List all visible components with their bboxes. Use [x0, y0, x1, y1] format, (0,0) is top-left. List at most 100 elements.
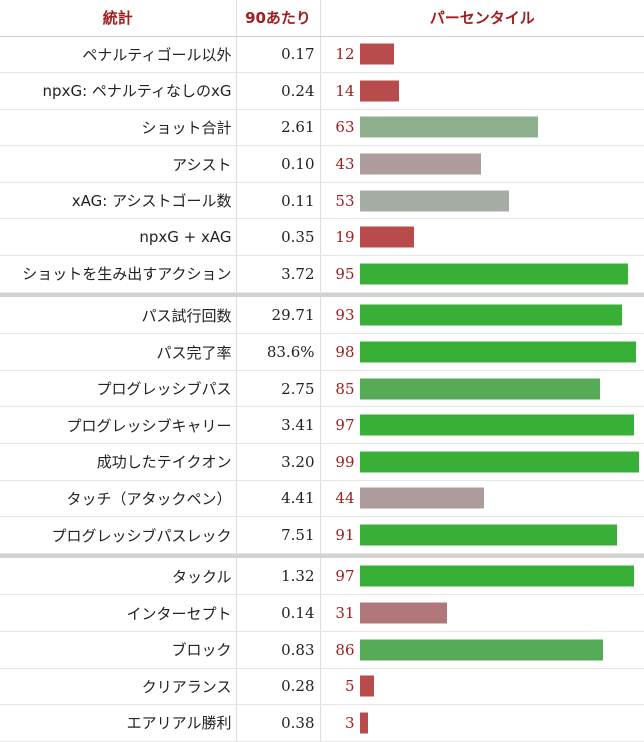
per90-value: 0.28 — [235, 668, 321, 706]
percentile-cell: 99 — [320, 443, 644, 481]
table-row: パス完了率 83.6% 98 — [0, 333, 644, 371]
stat-name[interactable]: クリアランス — [0, 668, 236, 706]
per90-value: 83.6% — [235, 333, 321, 371]
stat-name[interactable]: タックル — [0, 558, 236, 596]
percentile-value: 31 — [335, 604, 355, 623]
percentile-bar — [359, 602, 447, 624]
per90-value: 2.61 — [235, 109, 321, 147]
percentile-cell: 97 — [320, 558, 644, 596]
percentile-value: 86 — [335, 640, 355, 659]
table-row: ブロック 0.83 86 — [0, 631, 644, 669]
stat-name[interactable]: 成功したテイクオン — [0, 443, 236, 481]
percentile-cell: 97 — [320, 406, 644, 445]
table-row: ショットを生み出すアクション 3.72 95 — [0, 255, 644, 293]
per90-value: 0.38 — [235, 704, 321, 742]
stat-name[interactable]: npxG + xAG — [0, 218, 236, 257]
per90-value: 29.71 — [235, 297, 321, 335]
table-row: クリアランス 0.28 5 — [0, 668, 644, 706]
stat-name[interactable]: プログレッシブパス — [0, 370, 236, 408]
group-separator — [0, 292, 644, 298]
per90-value: 3.72 — [235, 255, 321, 293]
per90-value: 0.24 — [235, 72, 321, 110]
table-row: アシスト 0.10 43 — [0, 145, 644, 183]
percentile-cell: 14 — [320, 72, 644, 110]
percentile-cell: 44 — [320, 480, 644, 518]
stat-name[interactable]: インターセプト — [0, 594, 236, 632]
stat-name[interactable]: プログレッシブキャリー — [0, 406, 236, 445]
percentile-value: 43 — [335, 155, 355, 174]
percentile-bar — [359, 487, 484, 509]
percentile-bar — [359, 190, 509, 212]
stat-name[interactable]: ショットを生み出すアクション — [0, 255, 236, 293]
per90-value: 2.75 — [235, 370, 321, 408]
header-per90[interactable]: 90あたり — [235, 0, 321, 37]
per90-value: 3.20 — [235, 443, 321, 481]
percentile-bar — [359, 675, 374, 697]
percentile-bar — [359, 153, 481, 175]
table-row: エアリアル勝利 0.38 3 — [0, 704, 644, 742]
stat-name[interactable]: ペナルティゴール以外 — [0, 36, 236, 74]
stat-name[interactable]: npxG: ペナルティなしのxG — [0, 72, 236, 110]
stat-name[interactable]: アシスト — [0, 145, 236, 183]
per90-value: 0.14 — [235, 594, 321, 632]
percentile-cell: 93 — [320, 297, 644, 335]
stat-name[interactable]: ショット合計 — [0, 109, 236, 147]
percentile-value: 85 — [335, 379, 355, 398]
per90-value: 0.35 — [235, 218, 321, 257]
percentile-value: 14 — [335, 81, 355, 100]
percentile-cell: 63 — [320, 109, 644, 147]
percentile-bar — [359, 712, 368, 734]
stat-name[interactable]: ブロック — [0, 631, 236, 669]
percentile-bar — [359, 639, 603, 661]
stat-name[interactable]: xAG: アシストゴール数 — [0, 182, 236, 220]
percentile-bar — [359, 451, 639, 473]
percentile-bar — [359, 565, 634, 587]
group-separator-cell — [0, 553, 644, 559]
stat-name[interactable]: タッチ（アタックペン） — [0, 480, 236, 518]
table-row: タッチ（アタックペン） 4.41 44 — [0, 480, 644, 518]
percentile-value: 91 — [335, 526, 355, 545]
percentile-cell: 86 — [320, 631, 644, 669]
per90-value: 0.10 — [235, 145, 321, 183]
header-percentile[interactable]: パーセンタイル — [320, 0, 644, 37]
percentile-value: 63 — [335, 118, 355, 137]
table-row: プログレッシブキャリー 3.41 97 — [0, 406, 644, 445]
percentile-value: 5 — [344, 677, 355, 696]
table-row: ショット合計 2.61 63 — [0, 109, 644, 147]
percentile-value: 12 — [335, 45, 355, 64]
per90-value: 1.32 — [235, 558, 321, 596]
header-stat[interactable]: 統計 — [0, 0, 236, 37]
percentile-cell: 95 — [320, 255, 644, 293]
table-row: npxG + xAG 0.35 19 — [0, 218, 644, 257]
percentile-value: 19 — [335, 228, 355, 247]
percentile-value: 95 — [335, 264, 355, 283]
table-row: パス試行回数 29.71 93 — [0, 297, 644, 335]
percentile-value: 44 — [335, 489, 355, 508]
percentile-cell: 53 — [320, 182, 644, 220]
percentile-bar — [359, 43, 394, 65]
stat-name[interactable]: プログレッシブパスレック — [0, 516, 236, 554]
percentile-cell: 5 — [320, 668, 644, 706]
percentile-bar — [359, 80, 399, 102]
percentile-value: 93 — [335, 306, 355, 325]
percentile-value: 53 — [335, 191, 355, 210]
stat-name[interactable]: パス試行回数 — [0, 297, 236, 335]
stat-name[interactable]: パス完了率 — [0, 333, 236, 371]
table-row: npxG: ペナルティなしのxG 0.24 14 — [0, 72, 644, 110]
percentile-bar — [359, 378, 600, 400]
stat-name[interactable]: エアリアル勝利 — [0, 704, 236, 742]
percentile-cell: 98 — [320, 333, 644, 371]
percentile-bar — [359, 226, 414, 248]
table-body: ペナルティゴール以外 0.17 12 npxG: ペナルティなしのxG 0.24 14 ショ… — [0, 36, 644, 742]
percentile-cell: 19 — [320, 218, 644, 257]
per90-value: 0.11 — [235, 182, 321, 220]
percentile-bar — [359, 116, 538, 138]
group-separator-cell — [0, 292, 644, 298]
percentile-value: 97 — [335, 567, 355, 586]
per90-value: 3.41 — [235, 406, 321, 445]
table-row: 成功したテイクオン 3.20 99 — [0, 443, 644, 481]
table-row: タックル 1.32 97 — [0, 558, 644, 596]
per90-value: 0.83 — [235, 631, 321, 669]
percentile-value: 97 — [335, 416, 355, 435]
